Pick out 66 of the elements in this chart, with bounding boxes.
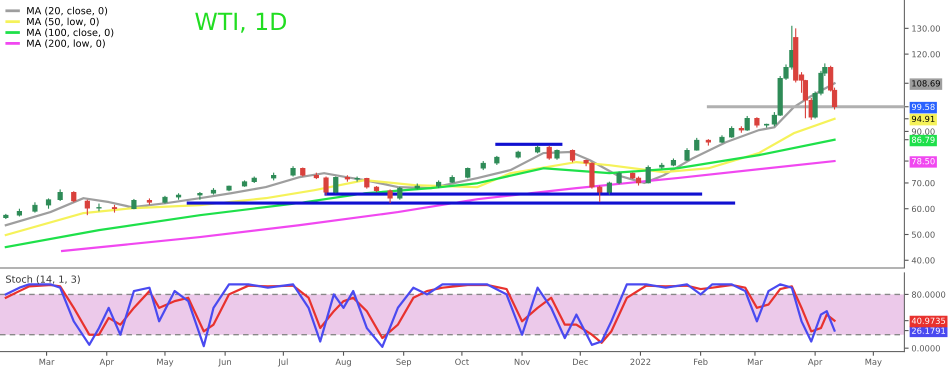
y-tick-label: 0.0000 bbox=[912, 345, 940, 352]
candlestick bbox=[333, 176, 338, 194]
x-tick-label: Jun bbox=[218, 358, 231, 366]
candlestick bbox=[397, 186, 402, 200]
x-tick-label: Apr bbox=[100, 358, 114, 367]
x-tick-label: Aug bbox=[335, 358, 351, 367]
candlestick bbox=[480, 160, 486, 171]
candlestick bbox=[570, 148, 576, 163]
y-tick-label: 108.69 bbox=[912, 80, 940, 87]
y-tick-label: 70.00 bbox=[912, 180, 935, 186]
candlestick bbox=[465, 166, 470, 179]
y-tick-label: 86.79 bbox=[912, 136, 935, 143]
line-series bbox=[60, 160, 836, 252]
y-tick-label: 94.91 bbox=[912, 116, 934, 122]
line-series bbox=[4, 138, 836, 248]
y-tick-label: 99.58 bbox=[912, 104, 935, 110]
x-tick-label: Nov bbox=[514, 358, 530, 365]
legend-label: MA (20, close, 0) bbox=[27, 6, 108, 16]
y-tick-label: 50.00 bbox=[912, 231, 935, 238]
y-tick-label: 40.9735 bbox=[912, 318, 946, 324]
candlestick bbox=[684, 148, 690, 162]
x-tick-label: Oct bbox=[455, 358, 469, 365]
x-tick-label: Mar bbox=[40, 358, 54, 365]
x-tick-label: Jul bbox=[278, 358, 288, 366]
x-tick-label: May bbox=[866, 358, 882, 367]
candlestick bbox=[46, 198, 52, 210]
chart-title: WTI, 1D bbox=[195, 12, 286, 33]
legend-label: MA (50, low, 0) bbox=[27, 18, 99, 26]
candlestick bbox=[58, 188, 63, 202]
candlestick bbox=[729, 126, 734, 138]
x-tick-label: Mar bbox=[748, 358, 763, 365]
candlestick bbox=[290, 166, 296, 178]
candlestick bbox=[694, 137, 700, 152]
y-tick-label: 40.00 bbox=[912, 257, 935, 264]
x-tick-label: Dec bbox=[573, 358, 588, 365]
x-tick-label: May bbox=[157, 358, 174, 367]
candlestick bbox=[323, 176, 329, 196]
candlestick bbox=[754, 116, 760, 128]
chart-title: Stoch (14, 1, 3) bbox=[6, 275, 80, 284]
legend-label: MA (200, low, 0) bbox=[27, 39, 105, 48]
candlestick bbox=[546, 145, 552, 160]
candlestick bbox=[646, 164, 651, 184]
candlestick bbox=[616, 170, 622, 185]
y-tick-label: 78.50 bbox=[912, 158, 935, 164]
candlestick bbox=[71, 190, 76, 203]
candlestick bbox=[494, 155, 500, 166]
y-tick-label: 60.00 bbox=[912, 206, 935, 212]
x-tick-label: Sep bbox=[396, 358, 412, 367]
candlestick bbox=[32, 202, 38, 214]
y-tick-label: 26.1791 bbox=[912, 328, 946, 334]
line-series bbox=[4, 118, 836, 236]
candlestick bbox=[387, 188, 393, 204]
x-tick-label: 2022 bbox=[630, 358, 650, 365]
candlestick bbox=[554, 148, 560, 160]
y-tick-label: 120.00 bbox=[912, 51, 940, 58]
candlestick bbox=[300, 166, 306, 178]
x-tick-label: Apr bbox=[808, 358, 822, 367]
y-tick-label: 90.00 bbox=[912, 128, 935, 135]
y-tick-label: 80.0000 bbox=[912, 291, 946, 298]
legend-label: MA (100, close, 0) bbox=[27, 28, 114, 38]
candlestick bbox=[84, 199, 90, 216]
candlestick bbox=[597, 184, 602, 203]
y-tick-label: 130.00 bbox=[912, 25, 940, 32]
x-tick-label: Feb bbox=[694, 358, 708, 365]
candlestick bbox=[744, 115, 750, 132]
candlestick bbox=[606, 181, 612, 196]
